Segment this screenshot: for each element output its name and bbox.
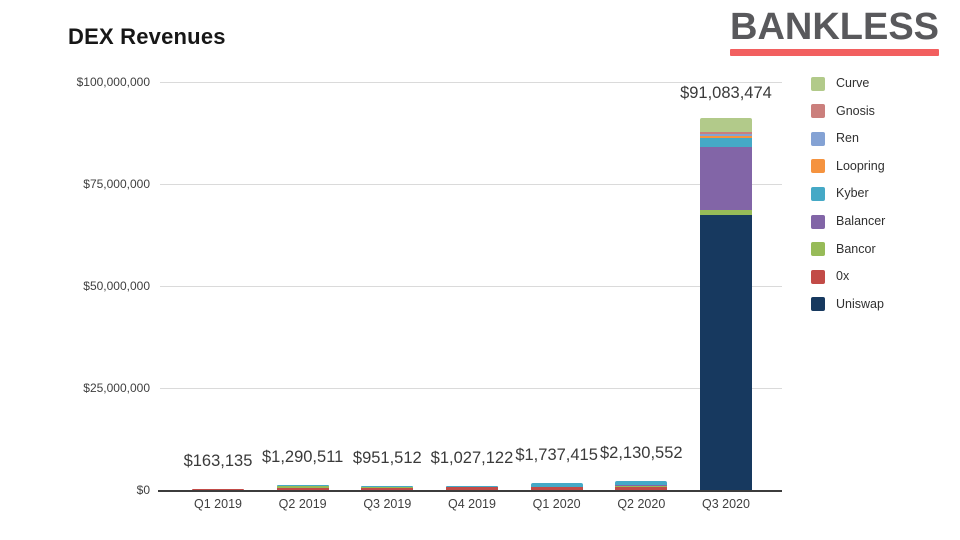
y-tick-label: $75,000,000 (83, 177, 150, 191)
x-axis-line (158, 490, 782, 492)
y-tick-label: $50,000,000 (83, 279, 150, 293)
bar-segment-0x-q2-2019 (276, 487, 329, 490)
legend-item-loopring: Loopring (811, 159, 885, 174)
gridline-25000000 (160, 388, 782, 389)
bar-segment-gnosis-q3-2020 (699, 131, 752, 135)
bar-segment-kyber-q3-2020 (699, 138, 752, 147)
x-tick-label-q2-2020: Q2 2020 (617, 497, 666, 511)
y-tick-label: $25,000,000 (83, 381, 150, 395)
bar-segment-0x-q1-2019 (192, 489, 244, 490)
legend-swatch-kyber (811, 186, 825, 201)
legend-swatch-curve (811, 76, 825, 91)
legend-swatch-gnosis (811, 104, 825, 119)
bar-segment-loopring-q3-2020 (699, 136, 752, 139)
bar-total-label-q3-2019: $951,512 (352, 448, 422, 467)
legend-label-balancer: Balancer (836, 214, 886, 228)
bar-segment-0x-q3-2019 (361, 488, 414, 490)
bar-segment-kyber-q2-2020 (615, 481, 668, 485)
bar-segment-bancor-q2-2020 (615, 486, 668, 488)
bar-total-label-q2-2020: $2,130,552 (600, 444, 683, 463)
bankless-logo: BANKLESS (730, 6, 940, 56)
legend-swatch-bancor (811, 242, 825, 257)
gridline-50000000 (160, 286, 782, 287)
bankless-logo-text: BANKLESS (730, 6, 940, 48)
legend-swatch-loopring (811, 159, 825, 174)
bar-segment-ren-q3-2020 (699, 134, 752, 137)
y-tick-label: $0 (136, 483, 150, 497)
legend-label-0x: 0x (836, 269, 850, 284)
legend-label-uniswap: Uniswap (836, 296, 884, 311)
bar-segment-0x-q4-2019 (445, 486, 498, 490)
bar-segment-0x-q2-2020 (615, 487, 668, 490)
bar-segment-balancer-q3-2020 (699, 146, 752, 211)
legend-item-kyber: Kyber (811, 186, 869, 201)
legend-swatch-balancer (811, 214, 825, 229)
legend-label-bancor: Bancor (836, 241, 876, 256)
legend-item-0x: 0x (811, 269, 849, 284)
bar-total-label-q4-2019: $1,027,122 (430, 448, 514, 467)
legend-swatch-uniswap (811, 297, 825, 312)
bar-total-label-q3-2020: $91,083,474 (680, 84, 772, 103)
legend-label-gnosis: Gnosis (836, 103, 875, 118)
bar-segment-bancor-q3-2019 (361, 487, 414, 489)
legend-swatch-0x (811, 269, 825, 284)
legend-item-bancor: Bancor (811, 242, 876, 257)
bar-segment-bancor-q2-2019 (276, 486, 329, 488)
bar-segment-0x-q1-2020 (530, 486, 583, 490)
legend-label-curve: Curve (836, 76, 870, 90)
bar-total-label-q1-2020: $1,737,415 (515, 445, 598, 464)
bar-segment-kyber-q3-2019 (361, 485, 414, 488)
bar-segment-curve-q3-2020 (699, 118, 752, 132)
bankless-logo-underline (730, 49, 940, 56)
legend-item-gnosis: Gnosis (811, 104, 875, 119)
gridline-75000000 (160, 184, 782, 185)
x-tick-label-q2-2019: Q2 2019 (278, 497, 327, 511)
bar-segment-bancor-q3-2020 (699, 210, 752, 215)
x-tick-label-q1-2020: Q1 2020 (532, 497, 581, 511)
legend-item-ren: Ren (811, 131, 859, 146)
gridline-100000000 (160, 82, 782, 83)
x-tick-label-q4-2019: Q4 2019 (447, 497, 496, 511)
legend-swatch-ren (811, 131, 825, 146)
x-tick-label-q1-2019: Q1 2019 (194, 497, 242, 511)
legend-item-uniswap: Uniswap (811, 297, 884, 312)
legend-item-curve: Curve (811, 76, 869, 91)
bar-segment-kyber-q1-2020 (530, 482, 583, 487)
bar-segment-kyber-q2-2019 (276, 484, 329, 487)
chart-title: DEX Revenues (68, 24, 226, 49)
legend-label-loopring: Loopring (836, 158, 885, 173)
legend-label-ren: Ren (836, 131, 859, 146)
bar-segment-balancer-q2-2020 (615, 484, 668, 487)
x-tick-label-q3-2019: Q3 2019 (363, 497, 412, 511)
bar-total-label-q2-2019: $1,290,511 (261, 447, 344, 466)
x-tick-label-q3-2020: Q3 2020 (701, 497, 750, 511)
y-tick-label: $100,000,000 (76, 75, 150, 89)
legend-item-balancer: Balancer (811, 214, 885, 229)
legend-label-kyber: Kyber (836, 186, 869, 201)
bar-segment-uniswap-q3-2020 (699, 215, 752, 490)
bar-segment-kyber-q4-2019 (445, 485, 498, 487)
bar-total-label-q1-2019: $163,135 (183, 452, 253, 470)
